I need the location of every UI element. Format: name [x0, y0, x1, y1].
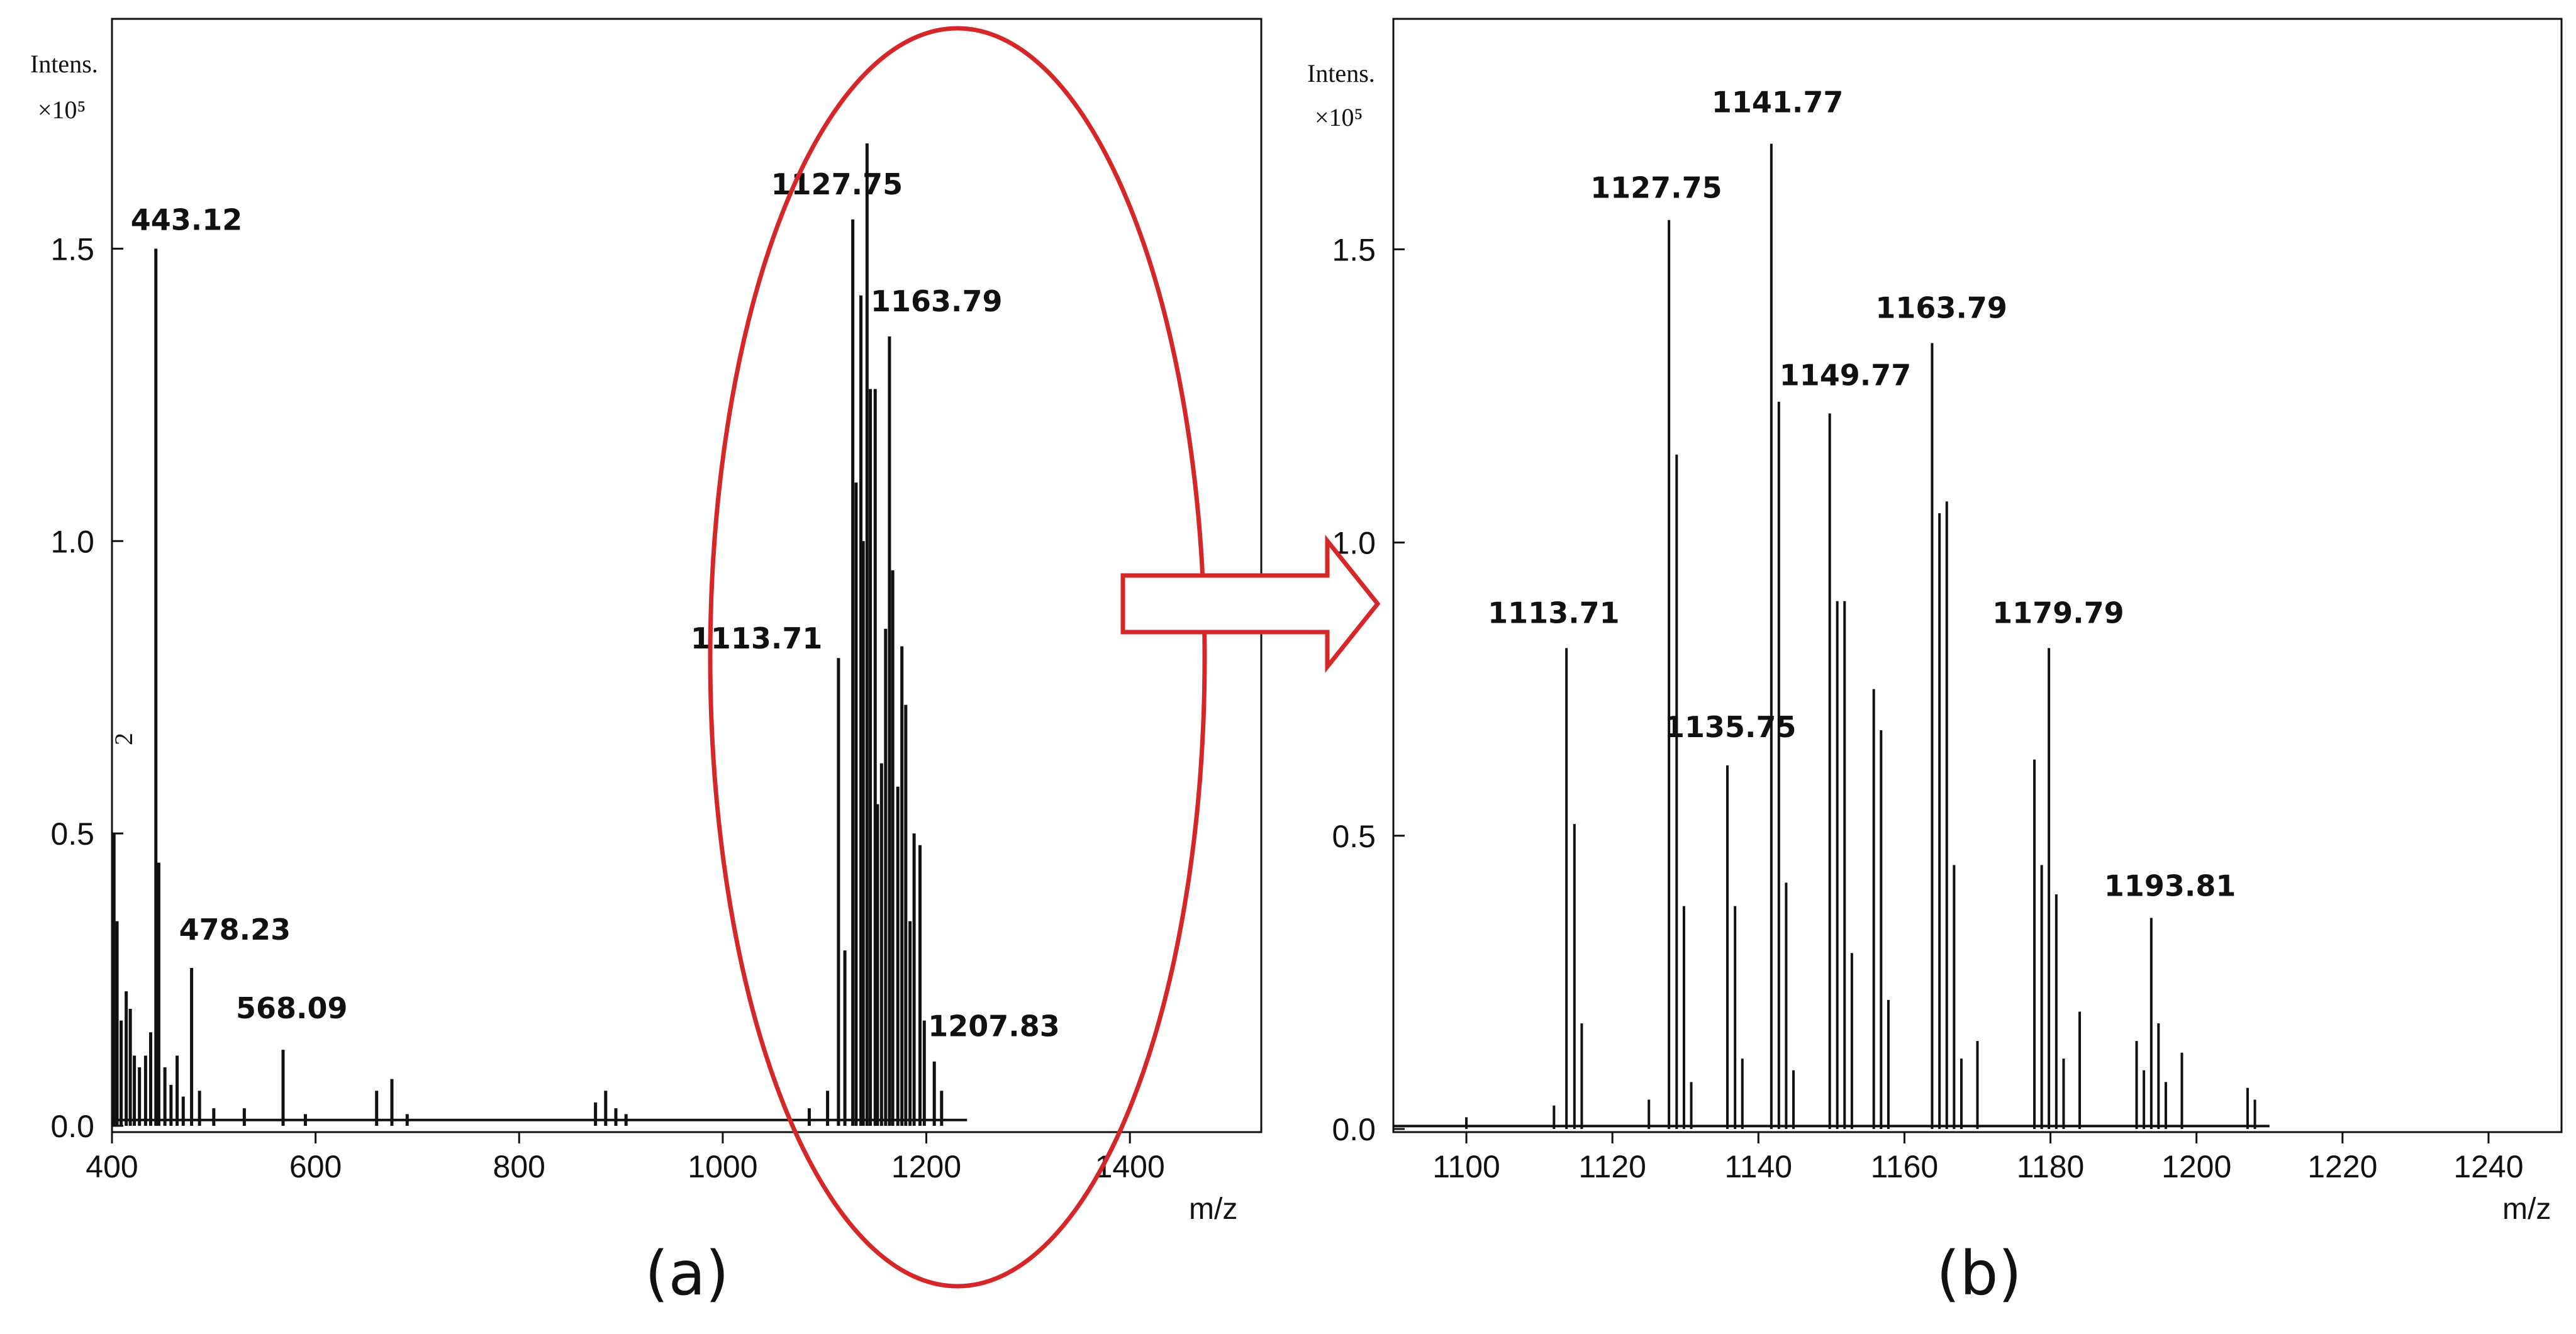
y-axis-label: Intens.	[30, 50, 98, 78]
plot-frame	[1392, 18, 2563, 1133]
peak-label: 1207.83	[928, 1009, 1060, 1043]
x-tick-label: 1160	[1871, 1149, 1939, 1184]
peak-label: 443.12	[131, 203, 243, 236]
zoom-arrow-icon	[1120, 535, 1381, 673]
y-tick-label: 0.0	[50, 1109, 94, 1144]
peak-label: 1163.79	[871, 284, 1003, 318]
y-tick-label: 1.5	[1332, 232, 1376, 267]
x-axis-label: m/z	[2502, 1192, 2551, 1226]
x-tick-label: 1400	[1095, 1149, 1165, 1184]
x-tick-label: 1000	[688, 1149, 757, 1184]
peak-label: 1179.79	[1992, 596, 2124, 630]
side-annotation: 2	[109, 733, 138, 745]
x-tick-label: 400	[86, 1149, 138, 1184]
plot-frame	[111, 18, 1263, 1133]
peak-label: 1141.77	[1712, 86, 1844, 120]
y-tick-label: 0.0	[1332, 1112, 1376, 1147]
peak-label: 1127.75	[1590, 171, 1722, 205]
y-tick-label: 1.5	[50, 231, 94, 267]
chart-panel-a: Intens. ×10⁵ 0.0 0.5 1.0 1.5 400 600 800 1000 1200…	[30, 18, 1263, 1309]
panel-label: (a)	[645, 1238, 729, 1309]
y-axis-unit: ×10⁵	[38, 96, 86, 124]
peak-label: 1163.79	[1875, 291, 2007, 325]
y-tick-label: 1.0	[50, 524, 94, 559]
peak-label: 1135.75	[1664, 710, 1797, 744]
y-tick-label: 0.5	[1332, 819, 1376, 854]
x-tick-label: 1220	[2307, 1149, 2377, 1184]
peak-label: 478.23	[179, 913, 291, 947]
x-tick-label: 1120	[1578, 1149, 1646, 1184]
peak-label: 1113.71	[1488, 596, 1620, 630]
x-tick-label: 1200	[2161, 1149, 2231, 1184]
peak-label: 1193.81	[2104, 869, 2236, 903]
panel-label: (b)	[1936, 1238, 2022, 1309]
y-tick-label: 0.5	[50, 816, 94, 852]
peak-label: 568.09	[236, 991, 348, 1025]
x-tick-label: 1240	[2453, 1149, 2523, 1184]
x-axis-label: m/z	[1189, 1192, 1237, 1226]
x-tick-label: 1100	[1432, 1149, 1500, 1184]
y-axis-unit: ×10⁵	[1315, 103, 1363, 131]
x-tick-label: 1200	[891, 1149, 961, 1184]
y-axis-label: Intens.	[1307, 59, 1375, 87]
peak-label: 1149.77	[1780, 358, 1912, 392]
x-tick-label: 600	[289, 1149, 342, 1184]
x-tick-label: 1180	[2017, 1149, 2085, 1184]
highlight-ellipse	[708, 26, 1207, 1289]
x-tick-label: 800	[493, 1149, 545, 1184]
x-tick-label: 1140	[1725, 1149, 1793, 1184]
